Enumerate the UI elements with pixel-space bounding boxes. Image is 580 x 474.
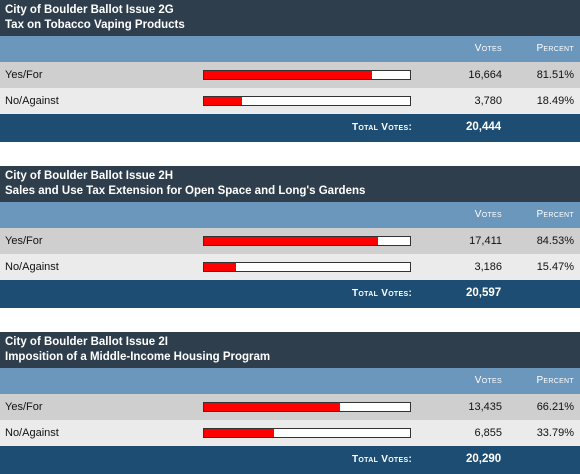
choice-label: Yes/For: [5, 235, 43, 247]
percent-column-label: Percent: [536, 375, 574, 386]
column-header: Votes Percent: [0, 36, 580, 62]
issue-title: City of Boulder Ballot Issue 2H: [5, 170, 174, 182]
votes-column-label: Votes: [474, 209, 502, 220]
percent-column-label: Percent: [536, 209, 574, 220]
column-header: Votes Percent: [0, 202, 580, 228]
result-bar: [203, 236, 411, 246]
vote-count: 6,855: [474, 427, 502, 439]
result-bar-fill: [204, 237, 379, 245]
vote-count: 3,780: [474, 95, 502, 107]
result-bar-fill: [204, 71, 372, 79]
choice-label: No/Against: [5, 261, 59, 273]
issue-title: City of Boulder Ballot Issue 2G: [5, 4, 174, 16]
column-header: Votes Percent: [0, 368, 580, 394]
vote-percent: 18.49%: [536, 95, 574, 107]
total-votes-row: Total Votes: 20,290: [0, 446, 580, 474]
total-votes-value: 20,290: [466, 453, 502, 465]
issue-header: City of Boulder Ballot Issue 2G Tax on T…: [0, 0, 580, 36]
vote-percent: 15.47%: [536, 261, 574, 273]
votes-column-label: Votes: [474, 43, 502, 54]
result-row-no: No/Against 3,186 15.47%: [0, 254, 580, 280]
total-votes-row: Total Votes: 20,444: [0, 114, 580, 142]
result-row-no: No/Against 3,780 18.49%: [0, 88, 580, 114]
choice-label: Yes/For: [5, 69, 43, 81]
choice-label: No/Against: [5, 95, 59, 107]
result-bar-fill: [204, 403, 341, 411]
vote-count: 3,186: [474, 261, 502, 273]
total-votes-label: Total Votes:: [352, 454, 413, 465]
result-row-yes: Yes/For 13,435 66.21%: [0, 394, 580, 420]
issue-header: City of Boulder Ballot Issue 2H Sales an…: [0, 166, 580, 202]
result-bar-fill: [204, 97, 243, 105]
choice-label: No/Against: [5, 427, 59, 439]
issue-subtitle: Imposition of a Middle-Income Housing Pr…: [5, 351, 271, 363]
result-bar-fill: [204, 263, 236, 271]
vote-percent: 81.51%: [536, 69, 574, 81]
vote-percent: 84.53%: [536, 235, 574, 247]
result-bar: [203, 262, 411, 272]
result-bar: [203, 402, 411, 412]
issue-subtitle: Sales and Use Tax Extension for Open Spa…: [5, 185, 366, 197]
ballot-issue-2g: City of Boulder Ballot Issue 2G Tax on T…: [0, 0, 580, 142]
vote-count: 16,664: [468, 69, 502, 81]
result-row-yes: Yes/For 16,664 81.51%: [0, 62, 580, 88]
total-votes-value: 20,444: [466, 121, 502, 133]
vote-percent: 33.79%: [536, 427, 574, 439]
issue-title: City of Boulder Ballot Issue 2I: [5, 336, 168, 348]
votes-column-label: Votes: [474, 375, 502, 386]
result-bar-fill: [204, 429, 274, 437]
total-votes-row: Total Votes: 20,597: [0, 280, 580, 308]
result-bar: [203, 428, 411, 438]
total-votes-value: 20,597: [466, 287, 502, 299]
ballot-issue-2i: City of Boulder Ballot Issue 2I Impositi…: [0, 332, 580, 474]
vote-count: 13,435: [468, 401, 502, 413]
result-row-no: No/Against 6,855 33.79%: [0, 420, 580, 446]
total-votes-label: Total Votes:: [352, 288, 413, 299]
vote-percent: 66.21%: [536, 401, 574, 413]
ballot-issue-2h: City of Boulder Ballot Issue 2H Sales an…: [0, 166, 580, 308]
choice-label: Yes/For: [5, 401, 43, 413]
vote-count: 17,411: [469, 235, 502, 247]
issue-subtitle: Tax on Tobacco Vaping Products: [5, 19, 185, 31]
percent-column-label: Percent: [536, 43, 574, 54]
issue-header: City of Boulder Ballot Issue 2I Impositi…: [0, 332, 580, 368]
result-bar: [203, 96, 411, 106]
result-row-yes: Yes/For 17,411 84.53%: [0, 228, 580, 254]
total-votes-label: Total Votes:: [352, 122, 413, 133]
result-bar: [203, 70, 411, 80]
